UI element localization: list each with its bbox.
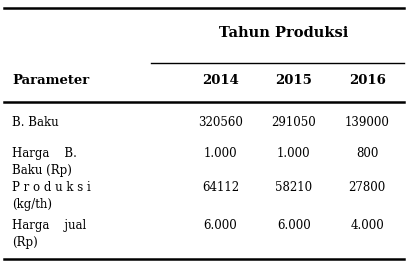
Text: 64112: 64112 bbox=[202, 181, 239, 194]
Text: B. Baku: B. Baku bbox=[12, 116, 59, 129]
Text: (kg/th): (kg/th) bbox=[12, 198, 52, 211]
Text: Harga    jual: Harga jual bbox=[12, 219, 86, 232]
Text: 27800: 27800 bbox=[348, 181, 386, 194]
Text: Tahun Produksi: Tahun Produksi bbox=[219, 26, 348, 40]
Text: 58210: 58210 bbox=[275, 181, 312, 194]
Text: 291050: 291050 bbox=[271, 116, 316, 129]
Text: 800: 800 bbox=[356, 147, 378, 160]
Text: 1.000: 1.000 bbox=[277, 147, 310, 160]
Text: Baku (Rp): Baku (Rp) bbox=[12, 164, 72, 177]
Text: 2016: 2016 bbox=[349, 74, 386, 87]
Text: P r o d u k s i: P r o d u k s i bbox=[12, 181, 91, 194]
Text: 2014: 2014 bbox=[202, 74, 239, 87]
Text: 320560: 320560 bbox=[198, 116, 243, 129]
Text: Harga    B.: Harga B. bbox=[12, 147, 77, 160]
Text: 6.000: 6.000 bbox=[204, 219, 237, 232]
Text: 6.000: 6.000 bbox=[277, 219, 310, 232]
Text: 1.000: 1.000 bbox=[204, 147, 237, 160]
Text: 4.000: 4.000 bbox=[350, 219, 384, 232]
Text: Parameter: Parameter bbox=[12, 74, 89, 87]
Text: 139000: 139000 bbox=[345, 116, 390, 129]
Text: 2015: 2015 bbox=[275, 74, 312, 87]
Text: (Rp): (Rp) bbox=[12, 236, 38, 249]
